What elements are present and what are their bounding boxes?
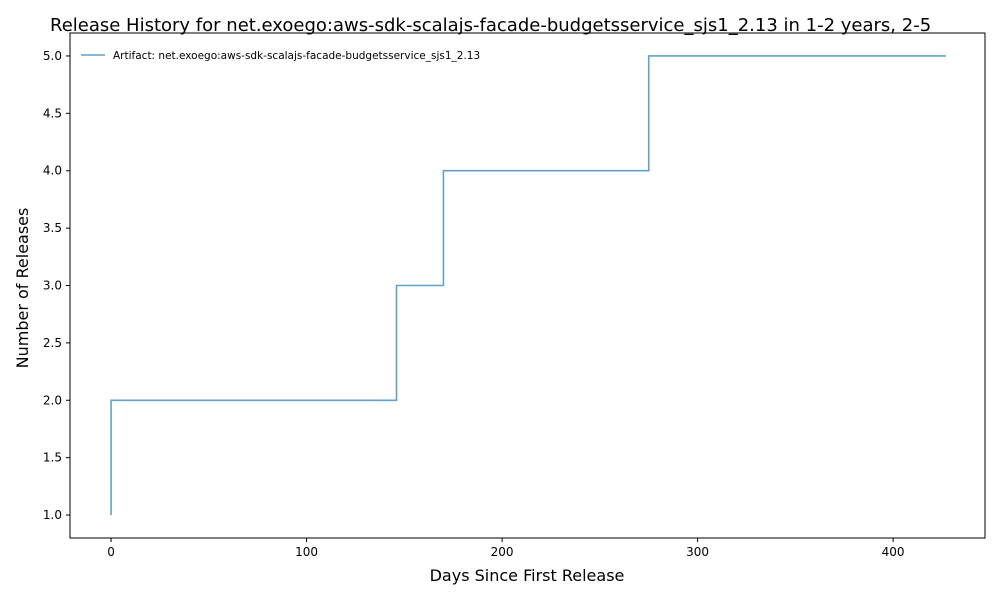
- plot-frame: [69, 32, 986, 539]
- y-tick-label: 1.5: [43, 451, 62, 465]
- y-axis-label: Number of Releases: [13, 208, 32, 369]
- y-tick-label: 1.0: [43, 508, 62, 522]
- legend-label: Artifact: net.exoego:aws-sdk-scalajs-fac…: [113, 50, 480, 62]
- y-tick-label: 4.5: [43, 106, 62, 120]
- y-tick-label: 3.0: [43, 279, 62, 293]
- y-axis-ticks: 1.0 1.5 2.0 2.5 3.0 3.5 4.0 4.5 5.0: [43, 49, 70, 522]
- y-tick-label: 5.0: [43, 49, 62, 63]
- y-tick-label: 4.0: [43, 164, 62, 178]
- x-tick-label: 100: [295, 545, 318, 559]
- x-tick-label: 200: [491, 545, 514, 559]
- series-line-0: [110, 55, 946, 516]
- x-tick-label: 400: [882, 545, 905, 559]
- y-tick-label: 2.5: [43, 336, 62, 350]
- x-tick-label: 0: [107, 545, 115, 559]
- legend: Artifact: net.exoego:aws-sdk-scalajs-fac…: [81, 50, 480, 62]
- x-axis-ticks: 0 100 200 300 400: [107, 538, 905, 559]
- y-tick-label: 3.5: [43, 221, 62, 235]
- plot-area: [110, 55, 946, 516]
- y-tick-label: 2.0: [43, 393, 62, 407]
- x-axis-label: Days Since First Release: [430, 566, 625, 585]
- x-tick-label: 300: [686, 545, 709, 559]
- chart-title: Release History for net.exoego:aws-sdk-s…: [50, 15, 931, 36]
